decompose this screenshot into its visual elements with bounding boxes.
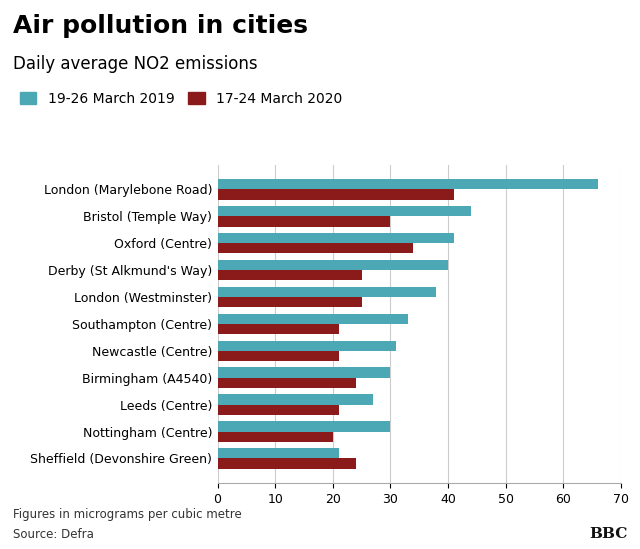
Bar (218, 351, 339, 361)
Bar (218, 233, 454, 243)
Text: Source: Defra: Source: Defra (13, 528, 93, 541)
Text: Daily average NO2 emissions: Daily average NO2 emissions (13, 55, 257, 73)
Bar (218, 378, 356, 388)
Bar (218, 340, 396, 351)
Bar (218, 260, 448, 270)
Bar (218, 243, 413, 254)
Bar (218, 189, 454, 200)
Bar (218, 448, 339, 458)
Legend: 19-26 March 2019, 17-24 March 2020: 19-26 March 2019, 17-24 March 2020 (20, 92, 342, 106)
Bar (218, 179, 598, 189)
Text: Figures in micrograms per cubic metre: Figures in micrograms per cubic metre (13, 508, 241, 521)
Bar (218, 405, 339, 415)
Bar (218, 313, 408, 324)
Bar (218, 458, 356, 469)
Text: Air pollution in cities: Air pollution in cities (13, 14, 308, 38)
Bar (218, 287, 436, 297)
Bar (218, 297, 362, 307)
Text: BBC: BBC (589, 526, 627, 541)
Bar (218, 421, 390, 432)
Bar (218, 432, 333, 442)
Bar (218, 394, 373, 405)
Bar (218, 367, 390, 378)
Bar (218, 324, 339, 334)
Bar (218, 216, 390, 227)
Bar (218, 206, 471, 216)
Bar (218, 270, 362, 281)
